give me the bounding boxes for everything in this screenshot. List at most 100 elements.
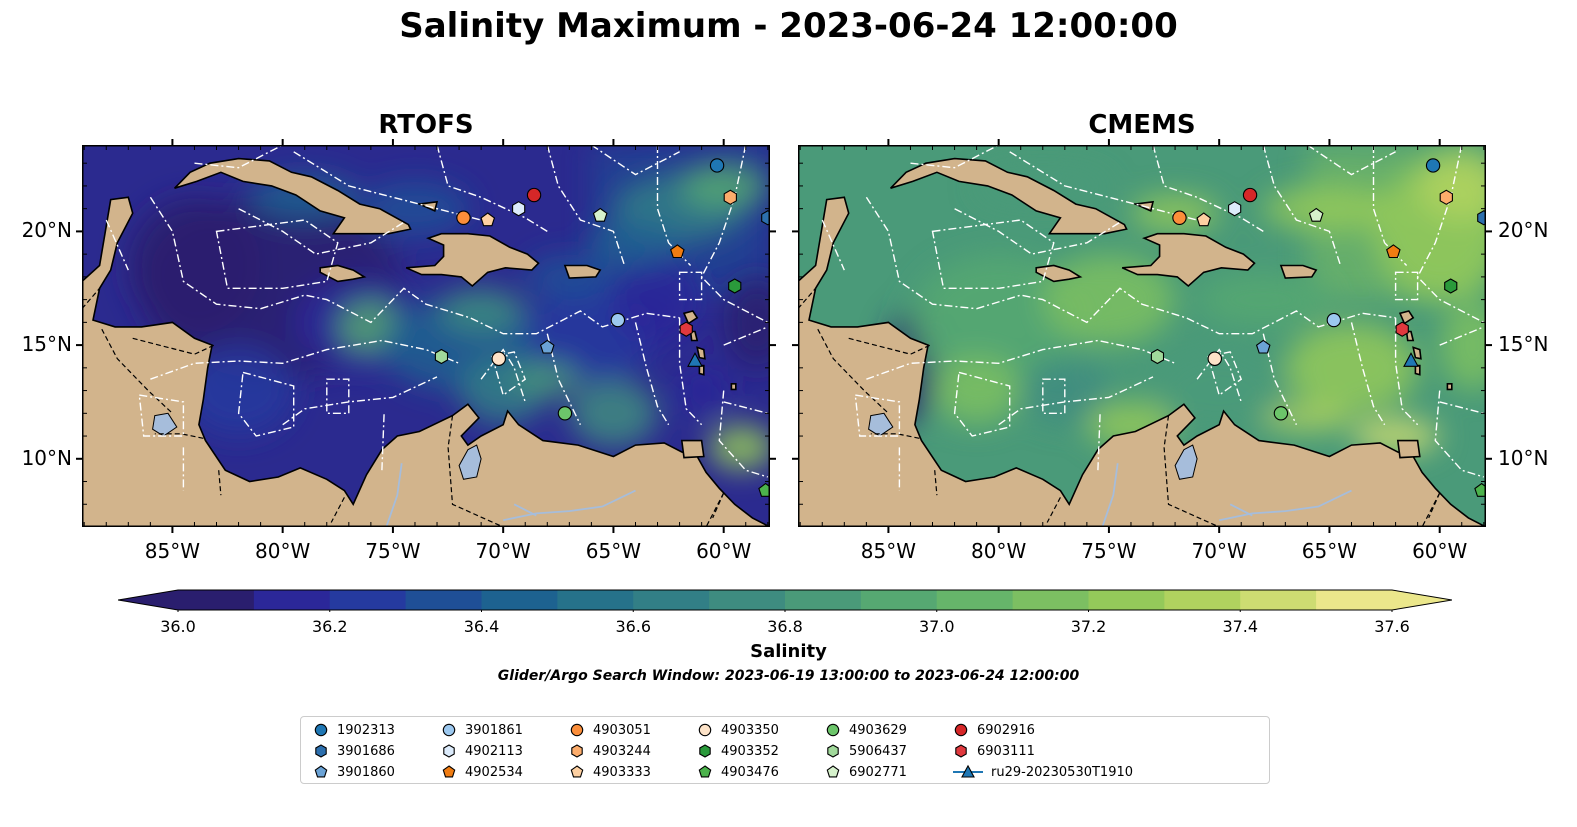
- obs-marker-4902534: [1386, 244, 1401, 259]
- search-window-text: Glider/Argo Search Window: 2023-06-19 13…: [497, 668, 1080, 684]
- obs-marker-3901860: [539, 339, 555, 354]
- eez-line: [1152, 145, 1264, 232]
- y-tick-label-left: 15°N: [21, 332, 72, 357]
- colorbar-extend-high: [1392, 590, 1452, 610]
- colorbar-segment: [405, 590, 483, 610]
- river: [513, 503, 537, 517]
- tick-marks: [798, 145, 1486, 527]
- x-tick-label: 75°W: [365, 539, 421, 563]
- colorbar-segment: [557, 590, 634, 610]
- salinity-eddy: [708, 424, 770, 471]
- legend-pentagon-icon: [826, 765, 840, 778]
- x-tick-label: 80°W: [971, 539, 1027, 563]
- colorbar-tick-label: 36.0: [160, 617, 196, 636]
- legend-hexagon-icon: [699, 744, 711, 758]
- eez-line: [1439, 326, 1485, 346]
- landmass: [696, 346, 706, 360]
- x-tick-label: 80°W: [255, 539, 311, 563]
- eez-line: [293, 151, 482, 221]
- legend-hexagon-icon: [443, 744, 455, 758]
- legend-marker-circle: [314, 723, 328, 737]
- river: [385, 463, 403, 527]
- x-tick-label: 70°W: [1191, 539, 1247, 563]
- eez-line: [546, 333, 582, 426]
- legend-label: 4903352: [721, 743, 779, 759]
- legend-marker-pentagon: [570, 765, 584, 778]
- eez-line: [1262, 333, 1298, 426]
- legend-hexagon-icon: [571, 744, 583, 758]
- legend-label: 4903629: [849, 722, 907, 738]
- eez-line: [910, 145, 1000, 169]
- observation-markers: [1150, 158, 1486, 497]
- country-border: [1046, 497, 1061, 523]
- x-tick-label: 75°W: [1081, 539, 1137, 563]
- country-border: [817, 328, 889, 414]
- legend-item: 4903333: [569, 763, 651, 781]
- panel-title-rtofs: RTOFS: [378, 110, 474, 140]
- eez-line: [865, 196, 977, 310]
- legend-circle-icon: [698, 723, 712, 737]
- eez-line: [194, 145, 284, 169]
- legend-hexagon-icon: [955, 744, 967, 758]
- colorbar-segment: [1316, 590, 1393, 610]
- legend-marker-circle: [826, 723, 840, 737]
- legend-item: 4903051: [569, 721, 651, 739]
- eez-box: [953, 371, 1011, 437]
- country-border: [82, 287, 101, 310]
- landmass: [1035, 264, 1083, 283]
- colorbar-segment: [936, 590, 1014, 610]
- eez-line: [723, 326, 769, 346]
- panel-title-cmems: CMEMS: [1088, 110, 1196, 140]
- legend-pentagon-icon: [314, 765, 328, 778]
- obs-marker-5906437: [1150, 348, 1165, 365]
- legend-label: 6903111: [977, 743, 1035, 759]
- land: [82, 145, 770, 527]
- landmass: [1414, 364, 1421, 376]
- colorbar-extend-low: [118, 590, 178, 610]
- legend-label: 4903350: [721, 722, 779, 738]
- obs-marker-1902313: [1425, 158, 1441, 173]
- eez-line: [700, 145, 769, 324]
- colorbar-segment: [329, 590, 407, 610]
- y-tick-label-left: 20°N: [21, 218, 72, 243]
- eez-line: [105, 219, 129, 271]
- eez-line: [591, 145, 680, 176]
- legend-marker-circle: [570, 723, 584, 737]
- eez-line: [1439, 401, 1484, 414]
- obs-marker-4903333: [1196, 212, 1212, 227]
- obs-marker-4903629: [1273, 406, 1289, 421]
- eez-line: [260, 287, 680, 335]
- legend-marker-circle: [698, 723, 712, 737]
- river: [503, 489, 636, 522]
- country-border: [447, 415, 504, 527]
- landmass: [1412, 346, 1422, 360]
- land: [798, 145, 1486, 527]
- legend-label: 3901860: [337, 764, 395, 780]
- obs-marker-4903350: [491, 351, 506, 366]
- salinity-eddy: [1263, 185, 1396, 232]
- country-border: [101, 328, 173, 414]
- lake: [458, 444, 482, 480]
- colorbar-tick-label: 37.0: [918, 617, 955, 636]
- eez-line: [723, 401, 768, 414]
- eez-line: [1196, 348, 1242, 403]
- legend-item: 4902113: [441, 742, 523, 760]
- landmass: [698, 364, 705, 376]
- y-tick-label-right: 20°N: [1498, 218, 1549, 243]
- obs-marker-6902771: [1308, 207, 1324, 222]
- salinity-eddy: [514, 361, 581, 398]
- landmass: [890, 157, 1128, 235]
- landmass: [174, 157, 412, 235]
- colorbar-segment: [481, 590, 558, 610]
- colorbar-segment: [1088, 590, 1165, 610]
- colorbar-tick-label: 36.4: [463, 617, 500, 636]
- obs-marker-4903051: [456, 210, 471, 225]
- obs-marker-1902313: [709, 158, 725, 173]
- legend-marker-circle: [954, 723, 968, 737]
- figure-title: Salinity Maximum - 2023-06-24 12:00:00: [399, 6, 1178, 46]
- country-border: [934, 470, 938, 496]
- lake: [868, 412, 894, 437]
- legend-circle-icon: [826, 723, 840, 737]
- landmass: [319, 264, 367, 283]
- country-border: [1163, 415, 1220, 527]
